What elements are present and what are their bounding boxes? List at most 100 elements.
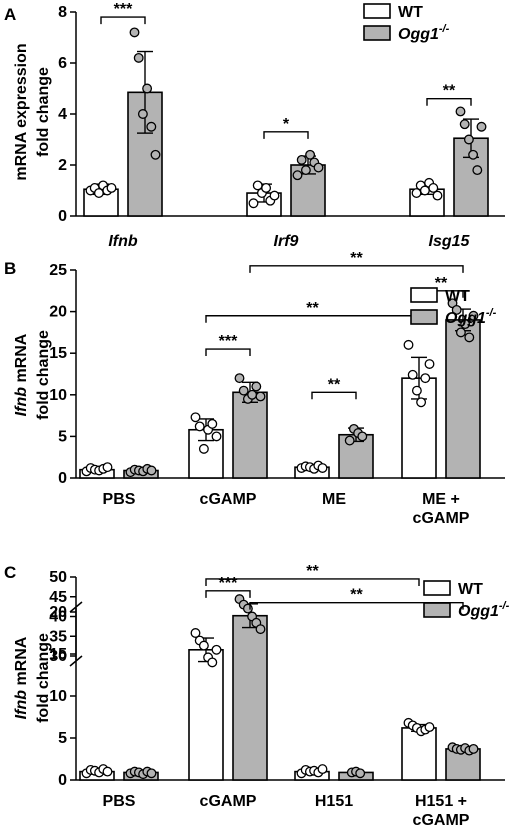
panel-b: B 0 5 10 15 20 25 Ifnb mRNA fold change PBS cGAMP M…: [4, 250, 505, 527]
data-point: [190, 628, 201, 638]
data-point: [468, 743, 479, 754]
data-point: [211, 644, 222, 655]
data-point: [468, 310, 479, 321]
y-tick-label: 10: [49, 688, 67, 705]
significance-label: **: [443, 83, 456, 100]
data-point: [451, 304, 462, 315]
y-tick-label: 30: [49, 648, 67, 665]
category-label: cGAMP: [413, 510, 470, 527]
data-point: [428, 182, 439, 193]
y-tick-label: 5: [58, 428, 67, 445]
legend: WT Ogg1-/-: [423, 580, 510, 620]
bar: [188, 648, 224, 781]
legend-swatch: [410, 309, 438, 325]
data-point: [317, 463, 328, 473]
data-point: [292, 170, 303, 181]
data-point: [296, 154, 307, 165]
category-label: PBS: [103, 491, 136, 508]
data-point: [403, 339, 414, 350]
data-point: [106, 182, 117, 193]
data-point: [150, 149, 161, 160]
data-point: [198, 443, 209, 454]
data-point: [211, 431, 222, 442]
significance-bracket: [205, 315, 420, 323]
data-point: [305, 149, 316, 160]
bar: [232, 391, 268, 479]
data-point: [102, 766, 113, 777]
y-tick-label: 4: [58, 106, 67, 123]
significance-label: ***: [219, 333, 238, 350]
data-point: [411, 385, 422, 396]
legend-label: WT: [398, 4, 423, 21]
y-tick-label: 20: [49, 304, 67, 321]
category-label: PBS: [103, 793, 136, 810]
data-point: [344, 435, 355, 446]
significance-bracket: [205, 578, 420, 586]
data-point: [146, 465, 157, 476]
data-point: [459, 119, 470, 130]
y-axis-label: mRNA expression fold change: [13, 43, 52, 180]
y-tick-label: 0: [58, 208, 67, 225]
legend-label: Ogg1-/-: [398, 23, 450, 43]
data-point: [102, 462, 113, 473]
legend: WT Ogg1-/-: [410, 287, 497, 327]
data-point: [242, 603, 253, 614]
data-point: [146, 121, 157, 132]
y-tick-label: 6: [58, 55, 67, 72]
data-point: [420, 373, 431, 384]
legend-label: WT: [445, 288, 470, 305]
y-tick-label: 45: [49, 589, 67, 606]
significance-label: *: [283, 116, 290, 133]
data-point: [142, 83, 153, 94]
data-point: [300, 165, 311, 176]
y-axis-label: Ifnb mRNA fold change: [13, 330, 52, 420]
axis-break-mark: [69, 655, 83, 667]
significance-bracket: [311, 391, 357, 400]
y-tick-label: 8: [58, 4, 67, 21]
data-point: [313, 162, 324, 173]
y-tick-label: 0: [58, 470, 67, 487]
data-point: [129, 27, 140, 38]
data-point: [261, 182, 272, 193]
data-point: [137, 109, 148, 119]
significance-label: **: [306, 563, 319, 580]
data-point: [207, 418, 218, 429]
panel-a: A 0 2 4 6 8 mRNA expression fold change Ifnb Irf9…: [4, 1, 505, 250]
data-point: [317, 764, 328, 775]
y-tick-label: 10: [49, 387, 67, 404]
bar: [453, 137, 489, 217]
y-tick-label: 2: [58, 157, 67, 174]
y-tick-label: 5: [58, 730, 67, 747]
significance-label: ***: [114, 1, 133, 18]
y-tick-label: 25: [49, 262, 67, 279]
legend: WT Ogg1-/-: [363, 3, 450, 43]
data-point: [416, 397, 427, 408]
legend-swatch: [363, 25, 391, 41]
y-tick-label: 35: [49, 628, 67, 645]
significance-label: **: [435, 275, 448, 292]
y-tick-label: 0: [58, 772, 67, 789]
significance-label: **: [350, 250, 363, 267]
data-point: [476, 121, 487, 132]
category-label: Irf9: [274, 233, 299, 250]
data-point: [198, 640, 209, 651]
data-point: [468, 149, 479, 160]
legend-swatch: [423, 580, 451, 596]
category-label: H151 +: [415, 793, 467, 810]
data-point: [424, 359, 435, 369]
category-label: ME +: [422, 491, 460, 508]
significance-bracket: [205, 590, 251, 598]
legend-swatch: [423, 602, 451, 618]
data-point: [238, 385, 249, 396]
legend-swatch: [410, 287, 438, 303]
significance-bracket: [205, 348, 251, 357]
y-axis-label-line: mRNA expression: [13, 43, 30, 180]
data-point: [269, 190, 280, 201]
y-tick-label: 40: [49, 609, 67, 626]
data-point: [472, 165, 483, 176]
panel-letter: B: [4, 259, 16, 278]
data-point: [455, 327, 466, 338]
data-point: [207, 657, 218, 668]
y-tick-label: 50: [49, 569, 67, 586]
